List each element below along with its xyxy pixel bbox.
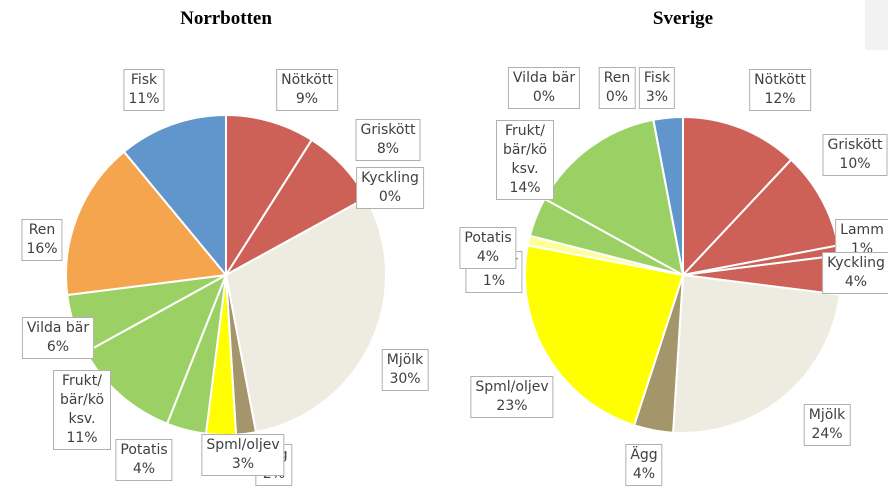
label-category: Spml/oljev: [475, 379, 549, 395]
data-label: Frukt/bär/köksv. 11%: [53, 370, 111, 450]
label-category: Kyckling: [361, 170, 419, 186]
label-category: Ägg: [630, 447, 658, 463]
label-value: 3%: [645, 89, 669, 105]
pie-slice: [682, 115, 793, 278]
data-label: Spml/oljev 23%: [470, 376, 554, 418]
pie-slice: [65, 150, 228, 297]
pie-slice: [225, 113, 314, 279]
pie-slice: [672, 273, 841, 434]
data-label: Griskött 10%: [822, 134, 888, 176]
label-value: 4%: [844, 274, 868, 290]
label-category: Lamm: [840, 222, 884, 238]
label-category: Nötkött: [754, 72, 806, 88]
label-value: 11%: [66, 430, 98, 446]
label-category: Kyckling: [827, 255, 885, 271]
data-label: Mjölk 30%: [381, 349, 429, 391]
label-value: 30%: [389, 371, 421, 387]
label-value: 9%: [295, 91, 319, 107]
data-label: Ren 16%: [21, 219, 63, 261]
pie-slice: [524, 244, 685, 427]
pie-slice: [224, 196, 387, 434]
data-label: Kyckling 0%: [356, 167, 424, 209]
label-category: Fisk: [643, 70, 671, 86]
label-value: 6%: [46, 339, 70, 355]
label-category: Vilda bär: [512, 70, 576, 86]
label-category: Fisk: [130, 72, 158, 88]
label-category: Ren: [603, 70, 631, 86]
data-label: Fisk 11%: [123, 69, 165, 111]
data-label: Ren 0%: [598, 67, 636, 109]
data-label: Vilda bär 6%: [21, 317, 95, 359]
chart-title: Sverige: [652, 8, 714, 29]
label-value: 1%: [482, 273, 506, 289]
label-value: 0%: [532, 89, 556, 105]
label-value: 3%: [231, 456, 255, 472]
data-label: Potatis 4%: [115, 439, 173, 481]
label-category: Nötkött: [281, 72, 333, 88]
label-value: 14%: [509, 180, 541, 196]
label-value: 4%: [476, 249, 500, 265]
label-category: Potatis: [120, 442, 168, 458]
data-label: Nötkött 12%: [749, 69, 811, 111]
label-value: 10%: [839, 156, 871, 172]
label-category: Mjölk: [808, 407, 846, 423]
panel-edge: [865, 0, 888, 50]
label-value: 12%: [764, 91, 796, 107]
pie-slice: [122, 113, 227, 278]
label-value: 0%: [605, 89, 629, 105]
label-value: 8%: [376, 141, 400, 157]
data-label: Mjölk 24%: [803, 404, 851, 446]
label-value: 4%: [132, 461, 156, 477]
pie-slice: [652, 115, 684, 276]
label-value: 11%: [128, 91, 160, 107]
label-category: Potatis: [464, 230, 512, 246]
data-label: Ägg 4%: [625, 444, 663, 486]
data-label: Nötkött 9%: [276, 69, 338, 111]
chart-title: Norrbotten: [180, 8, 272, 29]
label-value: 0%: [378, 189, 402, 205]
label-category: Ren: [28, 222, 56, 238]
label-category: Frukt/bär/köksv.: [502, 123, 548, 177]
data-label: Griskött 8%: [355, 119, 421, 161]
label-category: Griskött: [827, 137, 883, 153]
data-label: Vilda bär 0%: [507, 67, 581, 109]
label-value: 24%: [811, 426, 843, 442]
label-value: 16%: [26, 241, 58, 257]
data-label: Potatis 4%: [459, 227, 517, 269]
label-value: 23%: [496, 398, 528, 414]
data-label: Frukt/bär/köksv. 14%: [496, 120, 554, 200]
label-category: Spml/oljev: [206, 437, 280, 453]
label-category: Frukt/bär/köksv.: [59, 373, 105, 427]
label-category: Griskött: [360, 122, 416, 138]
label-value: 4%: [632, 466, 656, 482]
data-label: Spml/oljev 3%: [201, 434, 285, 476]
data-label: Fisk 3%: [638, 67, 676, 109]
data-label: Kyckling 4%: [822, 252, 888, 294]
label-category: Mjölk: [386, 352, 424, 368]
label-category: Vilda bär: [26, 320, 90, 336]
